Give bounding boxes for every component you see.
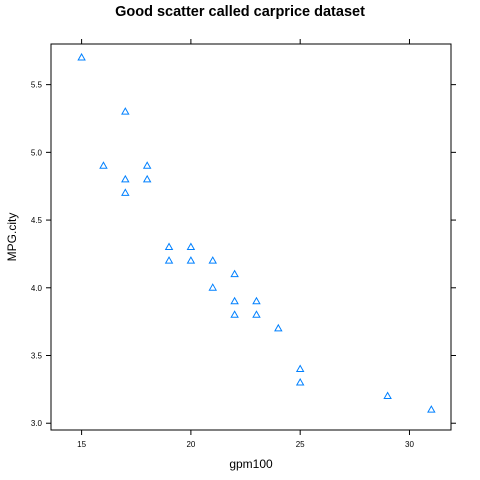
- data-point-triangle: [142, 174, 152, 183]
- y-tick-label: 5.5: [31, 81, 43, 90]
- data-point-triangle: [295, 364, 305, 372]
- data-point-triangle: [230, 310, 239, 318]
- data-point-triangle: [295, 377, 305, 386]
- data-point-triangle: [252, 296, 261, 305]
- data-point-triangle: [274, 323, 283, 332]
- data-point-triangle: [230, 296, 239, 305]
- y-axis-label: MPG.city: [5, 213, 19, 262]
- data-point-triangle: [427, 405, 436, 413]
- data-point-triangle: [186, 242, 196, 251]
- x-tick-label: 15: [77, 440, 86, 449]
- y-tick-label: 4.5: [31, 216, 43, 225]
- y-tick-label: 3.5: [31, 352, 43, 361]
- x-axis-label: gpm100: [229, 457, 273, 471]
- data-point-triangle: [99, 161, 108, 169]
- data-point-triangle: [164, 242, 174, 251]
- data-point-triangle: [186, 256, 196, 264]
- x-tick-label: 20: [186, 440, 195, 449]
- data-point-triangle: [121, 107, 130, 115]
- data-point-triangle: [121, 174, 130, 183]
- data-point-triangle: [230, 269, 239, 278]
- data-point-triangle: [208, 283, 218, 291]
- x-tick-label: 30: [405, 440, 414, 449]
- data-point-triangle: [77, 52, 86, 61]
- data-point-triangle: [164, 256, 174, 264]
- y-tick-label: 4.0: [31, 284, 43, 293]
- data-point-triangle: [383, 391, 392, 400]
- y-tick-label: 5.0: [31, 148, 43, 157]
- data-point-triangle: [252, 310, 261, 318]
- data-point-triangle: [208, 256, 218, 264]
- data-point-triangle: [121, 188, 130, 196]
- data-points: [77, 52, 436, 413]
- axis-ticks: 15 20 25 30 3.0 3.5 4.0 4.5 5.0 5.5: [31, 39, 456, 449]
- y-tick-label: 3.0: [31, 419, 43, 428]
- data-point-triangle: [142, 161, 152, 169]
- x-tick-label: 25: [296, 440, 305, 449]
- plot-frame: [50, 43, 452, 431]
- chart-title: Good scatter called carprice dataset: [115, 4, 365, 20]
